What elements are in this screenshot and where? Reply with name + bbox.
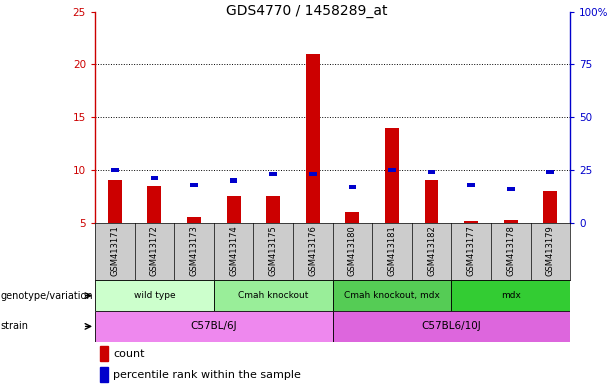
Text: percentile rank within the sample: percentile rank within the sample <box>113 370 301 380</box>
Bar <box>349 185 356 189</box>
Bar <box>388 168 396 172</box>
Bar <box>543 191 557 223</box>
Bar <box>306 54 320 223</box>
Text: GSM413172: GSM413172 <box>150 226 159 276</box>
Text: wild type: wild type <box>134 291 175 300</box>
Bar <box>230 178 237 183</box>
Bar <box>108 180 122 223</box>
FancyBboxPatch shape <box>451 280 570 311</box>
Bar <box>464 220 478 223</box>
Text: GSM413177: GSM413177 <box>466 226 476 276</box>
Text: GDS4770 / 1458289_at: GDS4770 / 1458289_at <box>226 4 387 18</box>
Text: GSM413171: GSM413171 <box>110 226 120 276</box>
Bar <box>467 182 475 187</box>
FancyBboxPatch shape <box>95 280 214 311</box>
Text: mdx: mdx <box>501 291 520 300</box>
Bar <box>100 367 109 382</box>
FancyBboxPatch shape <box>333 311 570 342</box>
Bar <box>148 186 161 223</box>
Text: Cmah knockout, mdx: Cmah knockout, mdx <box>344 291 440 300</box>
Text: strain: strain <box>1 321 29 331</box>
Text: GSM413179: GSM413179 <box>546 226 555 276</box>
Text: C57BL6/10J: C57BL6/10J <box>422 321 481 331</box>
Bar <box>227 196 240 223</box>
Text: Cmah knockout: Cmah knockout <box>238 291 308 300</box>
Bar <box>345 212 359 223</box>
FancyBboxPatch shape <box>214 280 333 311</box>
Text: GSM413176: GSM413176 <box>308 226 318 276</box>
Bar <box>187 217 201 223</box>
Bar <box>111 168 119 172</box>
Text: GSM413175: GSM413175 <box>268 226 278 276</box>
Text: GSM413178: GSM413178 <box>506 226 515 276</box>
FancyBboxPatch shape <box>333 280 451 311</box>
Bar <box>546 170 554 174</box>
Bar <box>266 196 280 223</box>
Bar <box>309 172 316 176</box>
FancyBboxPatch shape <box>95 311 333 342</box>
Text: GSM413173: GSM413173 <box>189 226 199 276</box>
Text: GSM413180: GSM413180 <box>348 226 357 276</box>
Text: genotype/variation: genotype/variation <box>1 291 93 301</box>
Text: GSM413174: GSM413174 <box>229 226 238 276</box>
Text: count: count <box>113 349 145 359</box>
Bar <box>190 182 198 187</box>
Bar <box>507 187 514 191</box>
Bar <box>100 346 109 361</box>
Text: C57BL/6J: C57BL/6J <box>191 321 237 331</box>
Bar <box>151 176 158 180</box>
Bar <box>504 220 517 223</box>
Text: GSM413182: GSM413182 <box>427 226 436 276</box>
Text: GSM413181: GSM413181 <box>387 226 397 276</box>
Bar <box>269 172 277 176</box>
Bar <box>385 127 399 223</box>
Bar <box>425 180 438 223</box>
Bar <box>428 170 435 174</box>
